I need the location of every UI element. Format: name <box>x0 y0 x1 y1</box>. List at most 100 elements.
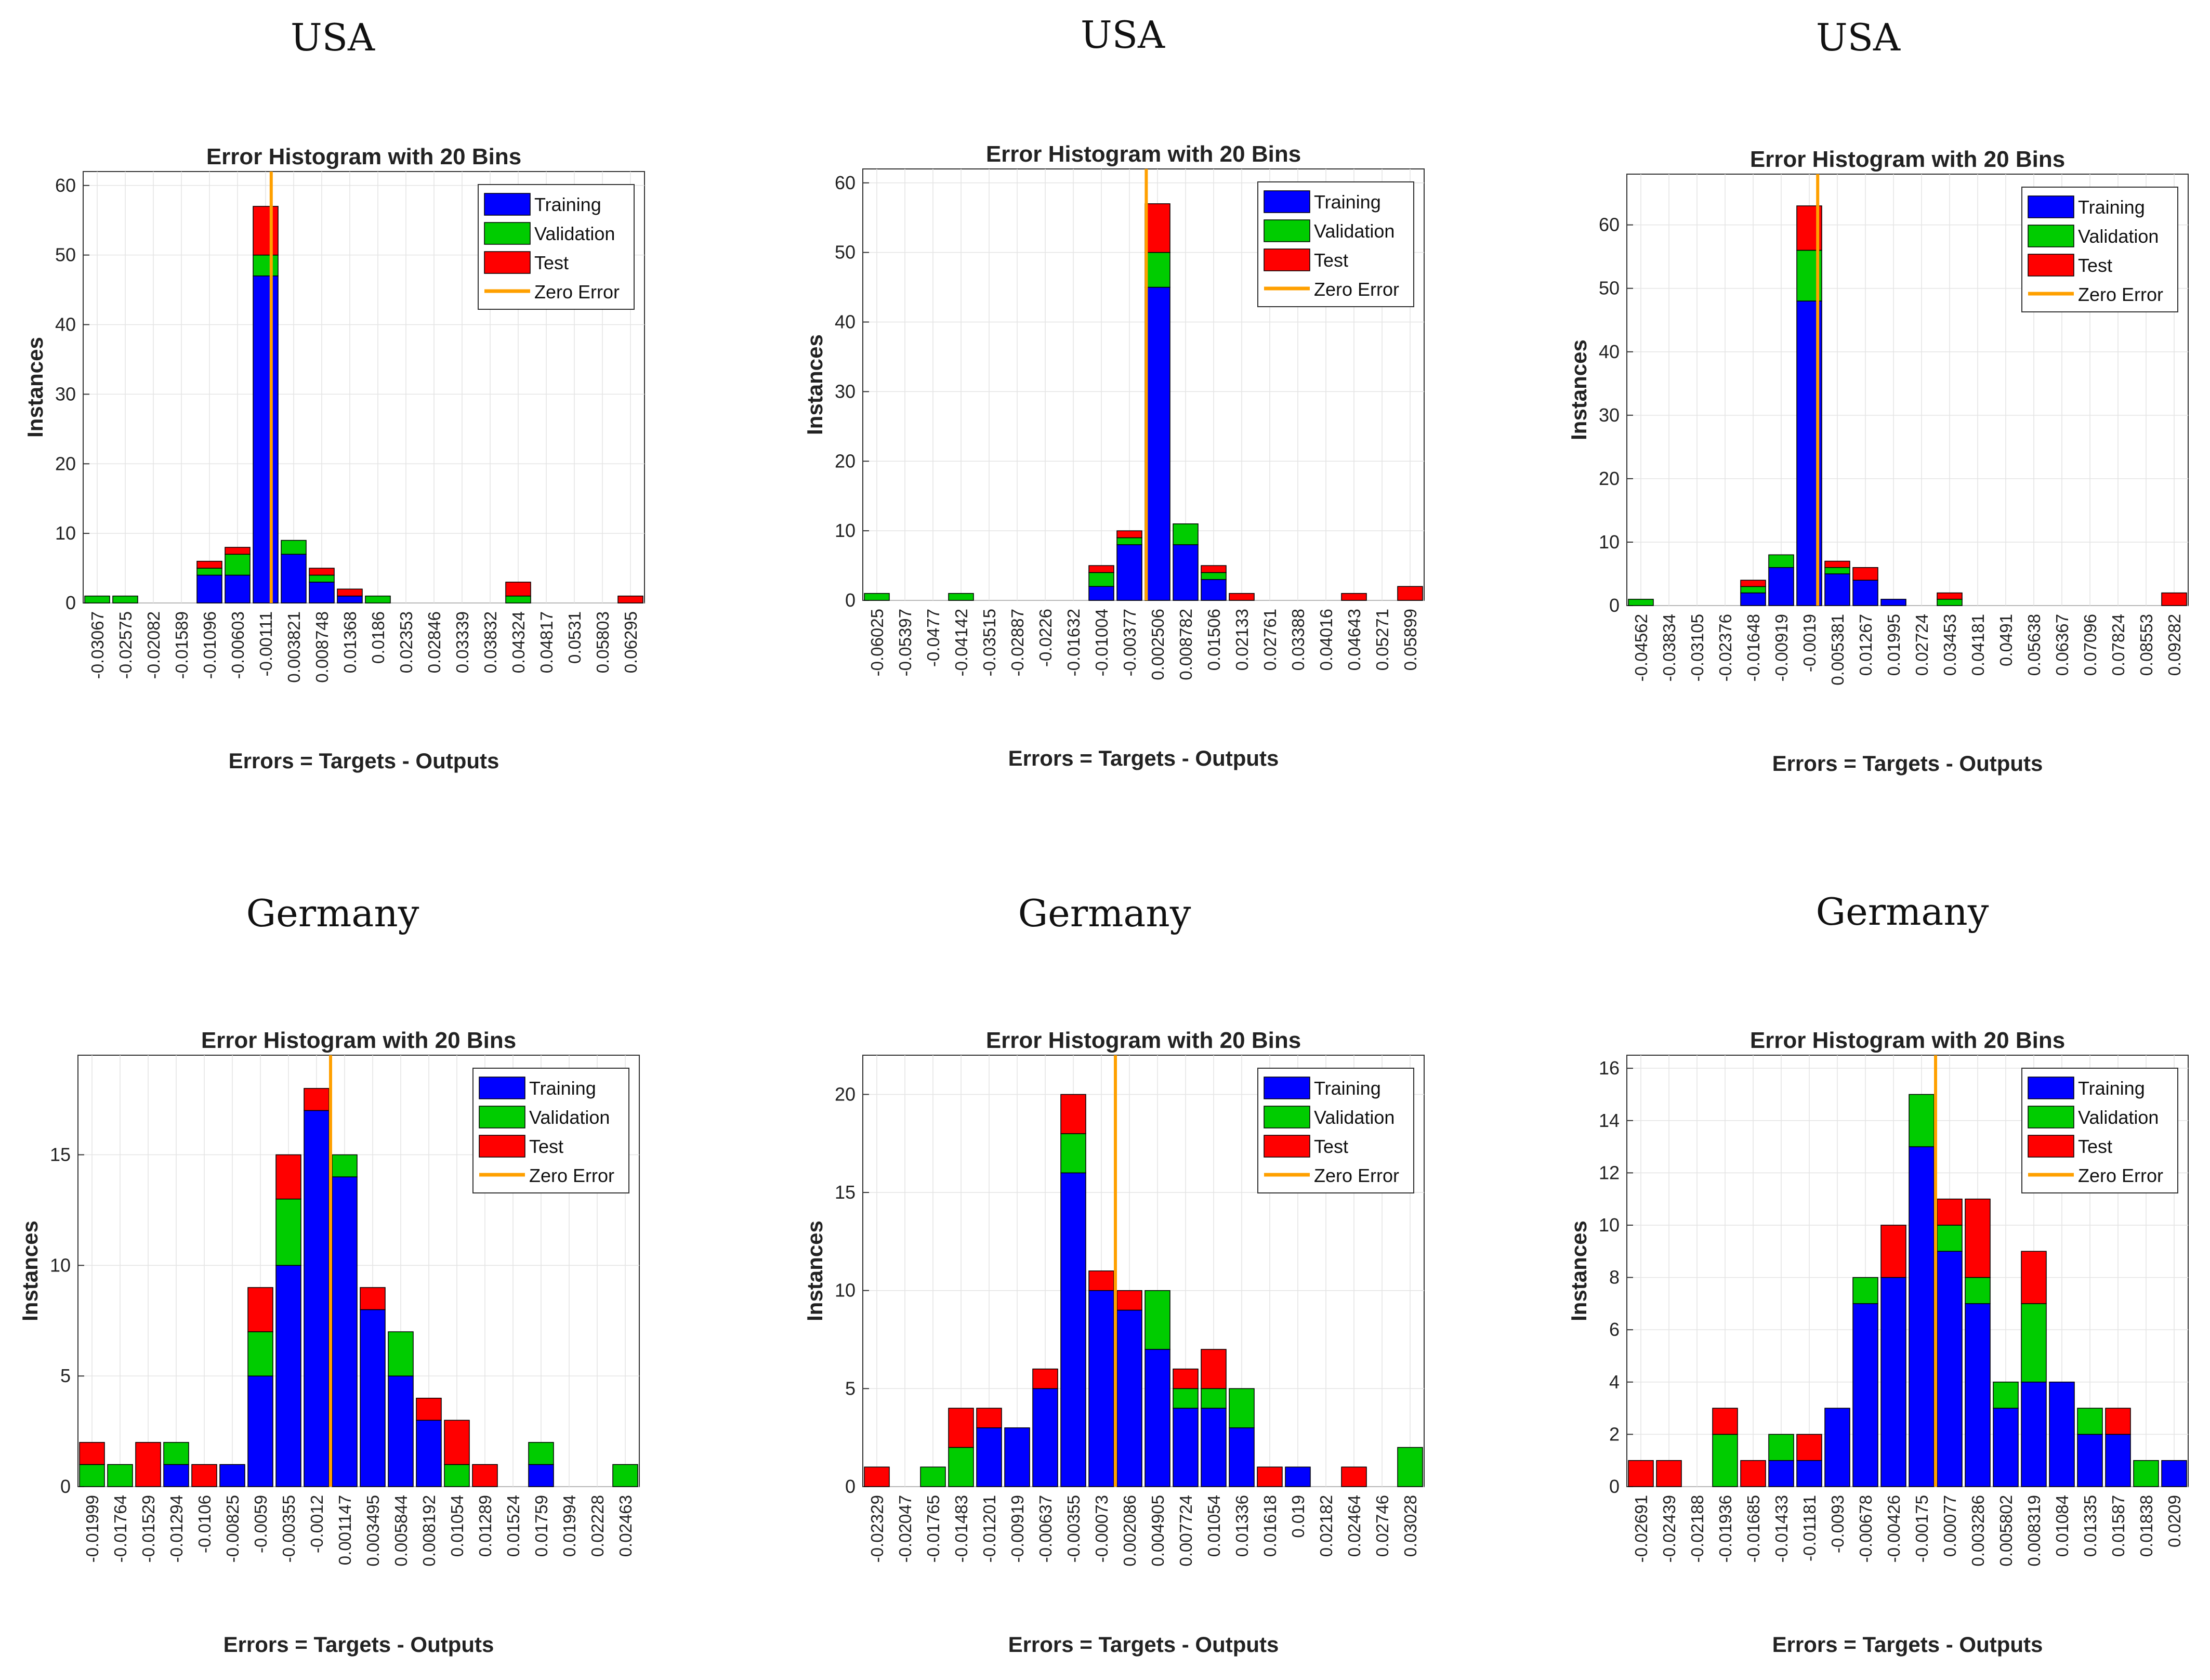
y-tick-label: 50 <box>55 244 76 266</box>
x-tick-label: -0.06025 <box>867 609 887 676</box>
bar-test <box>1880 1225 1906 1278</box>
bar-test <box>976 1408 1002 1428</box>
bar-validation <box>112 595 138 603</box>
y-tick-label: 30 <box>1599 404 1620 426</box>
x-tick-label: -0.00919 <box>1772 614 1791 681</box>
bar-test <box>1116 1290 1142 1311</box>
x-tick-label: -0.0093 <box>1828 1495 1847 1553</box>
bar-training <box>1060 1172 1086 1487</box>
legend-label-validation: Validation <box>534 223 615 244</box>
y-tick-label: 0 <box>845 1476 856 1497</box>
bar-test <box>1740 580 1766 587</box>
bar-validation <box>1145 252 1170 288</box>
bar-training <box>528 1464 554 1487</box>
legend-swatch-validation <box>479 1106 525 1128</box>
x-tick-label: 0.0209 <box>2165 1495 2184 1547</box>
bar-test <box>337 588 363 597</box>
legend-swatch-validation <box>2028 1106 2074 1128</box>
x-tick-label: -0.0106 <box>195 1495 214 1553</box>
bar-training <box>163 1464 189 1487</box>
bar-test <box>617 595 643 603</box>
x-tick-label: -0.0226 <box>1036 609 1055 667</box>
x-tick-label: 0.02133 <box>1232 609 1252 671</box>
x-tick-label: -0.03834 <box>1660 614 1679 681</box>
x-axis-label: Errors = Targets - Outputs <box>229 749 499 773</box>
legend-label-zero: Zero Error <box>2078 284 2163 305</box>
x-tick-label: -0.01764 <box>111 1495 130 1563</box>
bar-validation <box>253 254 279 277</box>
bar-validation <box>612 1464 638 1487</box>
x-tick-label: 0.01587 <box>2109 1495 2128 1557</box>
legend-label-validation: Validation <box>1314 220 1395 242</box>
y-tick-label: 0 <box>65 592 76 613</box>
x-tick-label: 0.02761 <box>1260 609 1280 671</box>
legend-swatch-training <box>1264 1077 1310 1099</box>
country-label-usa-1: USA <box>291 16 375 59</box>
bar-validation <box>1768 1434 1794 1461</box>
bar-training <box>1145 286 1170 601</box>
bar-validation <box>1229 1388 1255 1428</box>
bar-test <box>191 1464 217 1487</box>
bar-validation <box>275 1198 301 1266</box>
bar-test <box>472 1464 498 1487</box>
x-tick-label: 0.005802 <box>1996 1495 2016 1567</box>
bar-training <box>1201 579 1227 601</box>
bar-training <box>2077 1434 2103 1487</box>
chart-title: Error Histogram with 20 Bins <box>206 144 521 169</box>
bar-test <box>1397 586 1423 601</box>
x-tick-label: 0.008192 <box>419 1495 439 1567</box>
bar-test <box>253 206 279 256</box>
x-tick-label: -0.02691 <box>1632 1495 1651 1563</box>
x-tick-label: 0.09282 <box>2165 614 2184 676</box>
y-tick-label: 4 <box>1609 1371 1620 1393</box>
bar-training <box>275 1265 301 1487</box>
country-label-germany-1: Germany <box>246 891 419 935</box>
bar-training <box>1229 1427 1255 1487</box>
x-axis-label: Errors = Targets - Outputs <box>1008 1632 1279 1657</box>
legend-label-training: Training <box>1314 191 1381 213</box>
bar-test <box>2021 1251 2047 1304</box>
legend-label-zero: Zero Error <box>534 281 620 303</box>
x-tick-label: -0.01765 <box>924 1495 943 1563</box>
x-tick-label: 0.02746 <box>1373 1495 1392 1557</box>
bar-validation <box>247 1331 273 1376</box>
bar-validation <box>1965 1277 1991 1304</box>
legend-label-test: Test <box>2078 1136 2112 1157</box>
x-tick-label: 0.01759 <box>532 1495 551 1557</box>
x-tick-label: -0.02439 <box>1660 1495 1679 1563</box>
bar-test <box>196 560 222 569</box>
bar-training <box>1173 544 1199 601</box>
x-tick-label: 0.007724 <box>1176 1495 1195 1567</box>
legend-swatch-validation <box>1264 219 1310 242</box>
bar-training <box>976 1427 1002 1487</box>
bar-training <box>1285 1466 1311 1487</box>
legend-label-zero: Zero Error <box>1314 1165 1399 1186</box>
x-tick-label: -0.05397 <box>896 609 915 676</box>
bar-training <box>281 554 307 603</box>
bar-test <box>1965 1198 1991 1278</box>
x-tick-label: 0.008748 <box>312 611 332 683</box>
x-tick-label: -0.02575 <box>116 611 135 679</box>
x-tick-label: 0.02463 <box>616 1495 635 1557</box>
bar-validation <box>225 554 251 576</box>
country-label-usa-2: USA <box>1081 13 1165 57</box>
y-tick-label: 50 <box>835 242 856 263</box>
bar-validation <box>84 595 110 603</box>
x-axis-label: Errors = Targets - Outputs <box>223 1632 494 1657</box>
bar-validation <box>2077 1408 2103 1435</box>
x-tick-label: -0.00377 <box>1120 609 1139 676</box>
bar-test <box>1796 1434 1822 1461</box>
x-tick-label: 0.03339 <box>453 611 472 673</box>
x-tick-label: -0.01685 <box>1744 1495 1763 1563</box>
bar-validation <box>2133 1460 2159 1487</box>
x-tick-label: -0.01201 <box>980 1495 999 1563</box>
x-tick-label: -0.0012 <box>307 1495 326 1553</box>
histogram-panel-germany-3: 0 2 4 6 8 10 12 14 16 -0.02691 -0.02439 -0.02188 -0.… <box>1564 1019 2210 1658</box>
bar-training <box>1909 1146 1935 1487</box>
histogram-panel-usa-3: 0 10 20 30 40 50 60 -0.04562 -0.03834 -0.03105 -0.… <box>1564 138 2210 777</box>
y-tick-label: 15 <box>835 1182 856 1203</box>
x-tick-label: 0.004905 <box>1148 1495 1167 1567</box>
y-tick-label: 60 <box>835 172 856 193</box>
bar-test <box>247 1287 273 1332</box>
x-tick-label: 0.01289 <box>476 1495 495 1557</box>
